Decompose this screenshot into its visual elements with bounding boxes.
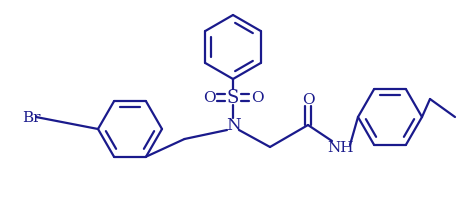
Text: NH: NH [327,140,353,154]
Text: O: O [251,90,263,104]
Text: S: S [227,88,239,106]
Text: O: O [302,93,314,106]
Text: O: O [203,90,215,104]
Text: Br: Br [22,110,41,124]
Text: N: N [226,117,240,134]
